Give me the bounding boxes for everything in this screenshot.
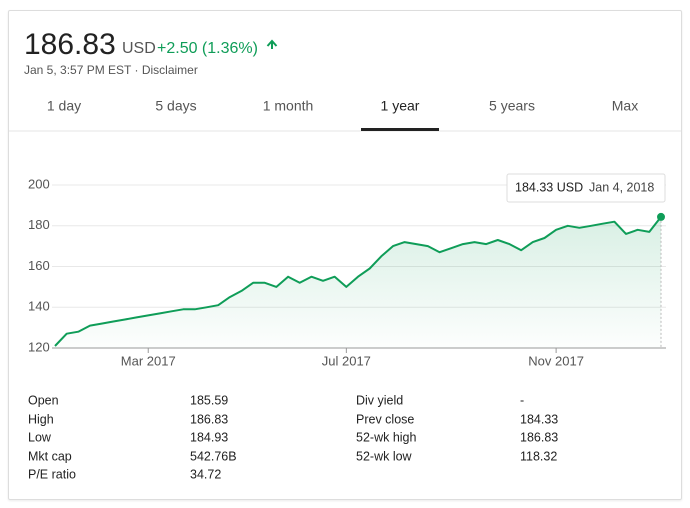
tooltip-price: 184.33 USD (515, 180, 583, 194)
y-tick-label: 140 (28, 299, 50, 314)
stat-value: 186.83 (520, 430, 558, 444)
tab[interactable]: 1 month (263, 98, 314, 114)
card (8, 10, 682, 500)
stat-label: Prev close (356, 412, 414, 426)
x-tick-label: Nov 2017 (528, 353, 584, 368)
y-tick-label: 160 (28, 258, 50, 273)
x-tick-label: Mar 2017 (121, 353, 176, 368)
timestamp: Jan 5, 3:57 PM EST · Disclaimer (24, 63, 198, 77)
tab[interactable]: 5 days (155, 98, 196, 114)
stat-value: 184.33 (520, 412, 558, 426)
tab-underline (361, 128, 439, 131)
stat-label: Div yield (356, 393, 403, 407)
stat-value: 542.76B (190, 449, 237, 463)
currency: USD (122, 40, 156, 57)
change: +2.50 (1.36%) (157, 40, 258, 57)
area (55, 216, 661, 348)
tab[interactable]: 1 day (47, 98, 81, 114)
stat-value: 185.59 (190, 393, 228, 407)
y-tick-label: 180 (28, 217, 50, 232)
last-point (657, 212, 665, 221)
stat-label: 52-wk low (356, 449, 413, 463)
stat-label: Low (28, 430, 52, 444)
stat-label: High (28, 412, 54, 426)
stat-value: 34.72 (190, 467, 221, 481)
price-line (54, 216, 662, 347)
y-tick-label: 200 (28, 176, 50, 191)
stat-value: 184.93 (190, 430, 228, 444)
x-tick-label: Jul 2017 (322, 353, 371, 368)
tab[interactable]: Max (612, 98, 638, 114)
up-arrow (266, 39, 278, 49)
tooltip-date: Jan 4, 2018 (589, 180, 654, 194)
y-tick-label: 120 (28, 339, 50, 354)
tooltip-box (506, 173, 666, 203)
stat-label: 52-wk high (356, 430, 416, 444)
stat-label: P/E ratio (28, 467, 76, 481)
stat-label: Mkt cap (28, 449, 72, 463)
stat-label: Open (28, 393, 59, 407)
tab[interactable]: 5 years (489, 98, 535, 114)
stat-value: 118.32 (520, 449, 557, 463)
stat-value: - (520, 393, 524, 407)
tab[interactable]: 1 year (381, 98, 420, 114)
stat-value: 186.83 (190, 412, 228, 426)
price: 186.83 (24, 28, 116, 61)
